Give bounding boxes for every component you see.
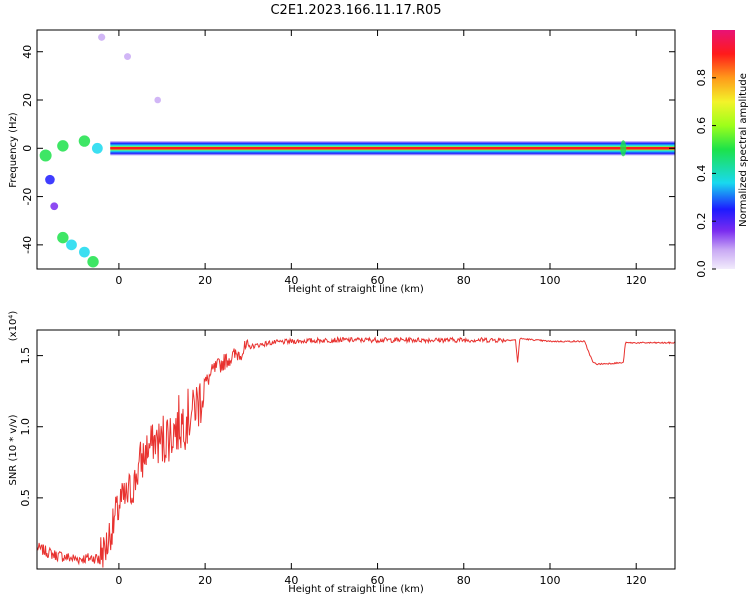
heatmap-ticks: 0 20 40 60 80 100 120 40 20 0 -20 -40: [21, 30, 675, 287]
snr-ylabel: SNR (10 * v/v): [8, 414, 19, 485]
heatmap-xtick-label: 20: [198, 274, 212, 287]
colorbar-tick-label: 0.2: [695, 212, 708, 230]
snr-xlabel: Height of straight line (km): [288, 584, 424, 595]
snr-xtick-label: 120: [626, 574, 647, 587]
colorbar-tick-label: 0.0: [695, 260, 708, 278]
snr-series-line: [37, 336, 675, 568]
heatmap-marks: [39, 33, 675, 268]
heatmap-xtick-label: 120: [626, 274, 647, 287]
heatmap-blob: [91, 142, 103, 154]
snr-ytick-label: 1.5: [19, 347, 32, 365]
heatmap-ytick-label: -40: [21, 236, 34, 254]
snr-ticks: 0 20 40 60 80 100 120 0.5 1.0 1.5: [19, 330, 675, 587]
colorbar-tick-label: 0.8: [695, 69, 708, 87]
snr-ytick-label: 0.5: [19, 489, 32, 507]
heatmap-ytick-label: 20: [21, 93, 34, 107]
heatmap-ylabel: Frequency (Hz): [8, 112, 19, 188]
heatmap-blob: [39, 149, 52, 162]
snr-exponent-label: (x10⁴): [8, 311, 19, 342]
heatmap-blob: [50, 202, 59, 211]
heatmap-blob: [124, 53, 132, 61]
snr-xtick-label: 40: [284, 574, 298, 587]
heatmap-blob: [66, 239, 77, 251]
snr-frame: [36, 329, 676, 570]
heatmap-blob: [57, 140, 69, 152]
colorbar-gradient: [712, 30, 735, 269]
colorbar-ticks: 0.0 0.2 0.4 0.6 0.8: [695, 69, 716, 278]
heatmap-xtick-label: 40: [284, 274, 298, 287]
heatmap-xlabel: Height of straight line (km): [288, 284, 424, 295]
heatmap-ytick-label: 0: [21, 145, 34, 152]
snr-panel: 0 20 40 60 80 100 120 0.5 1.0 1.5 Height of strai…: [8, 311, 676, 595]
spectrogram-panel: 0 20 40 60 80 100 120 40 20 0 -20 -40 Height of str…: [8, 29, 676, 295]
heatmap-blob: [87, 256, 99, 268]
colorbar-label: Normalized spectral amplitude: [738, 73, 749, 227]
colorbar-tick-label: 0.6: [695, 117, 708, 135]
colorbar: 0.0 0.2 0.4 0.6 0.8 Normalized spectral ampl…: [695, 30, 749, 278]
heatmap-blob: [620, 140, 627, 157]
heatmap-blob: [78, 135, 91, 147]
heatmap-xtick-label: 60: [371, 274, 385, 287]
heatmap-xtick-label: 80: [457, 274, 471, 287]
heatmap-frame: [36, 29, 676, 270]
snr-xtick-label: 0: [115, 574, 122, 587]
heatmap-blob: [45, 174, 55, 185]
heatmap-xtick-label: 100: [539, 274, 560, 287]
snr-xtick-label: 80: [457, 574, 471, 587]
chart-title: C2E1.2023.166.11.17.R05: [270, 3, 441, 18]
snr-xtick-label: 100: [539, 574, 560, 587]
heatmap-ytick-label: -20: [21, 188, 34, 206]
colorbar-tick-label: 0.4: [695, 165, 708, 183]
heatmap-ytick-label: 40: [21, 45, 34, 59]
snr-xtick-label: 20: [198, 574, 212, 587]
snr-xtick-label: 60: [371, 574, 385, 587]
snr-ytick-label: 1.0: [19, 418, 32, 436]
heatmap-blob: [98, 33, 106, 41]
heatmap-xtick-label: 0: [115, 274, 122, 287]
heatmap-blob: [154, 96, 162, 104]
heatmap-blob: [57, 231, 69, 244]
heatmap-blob: [79, 246, 90, 258]
